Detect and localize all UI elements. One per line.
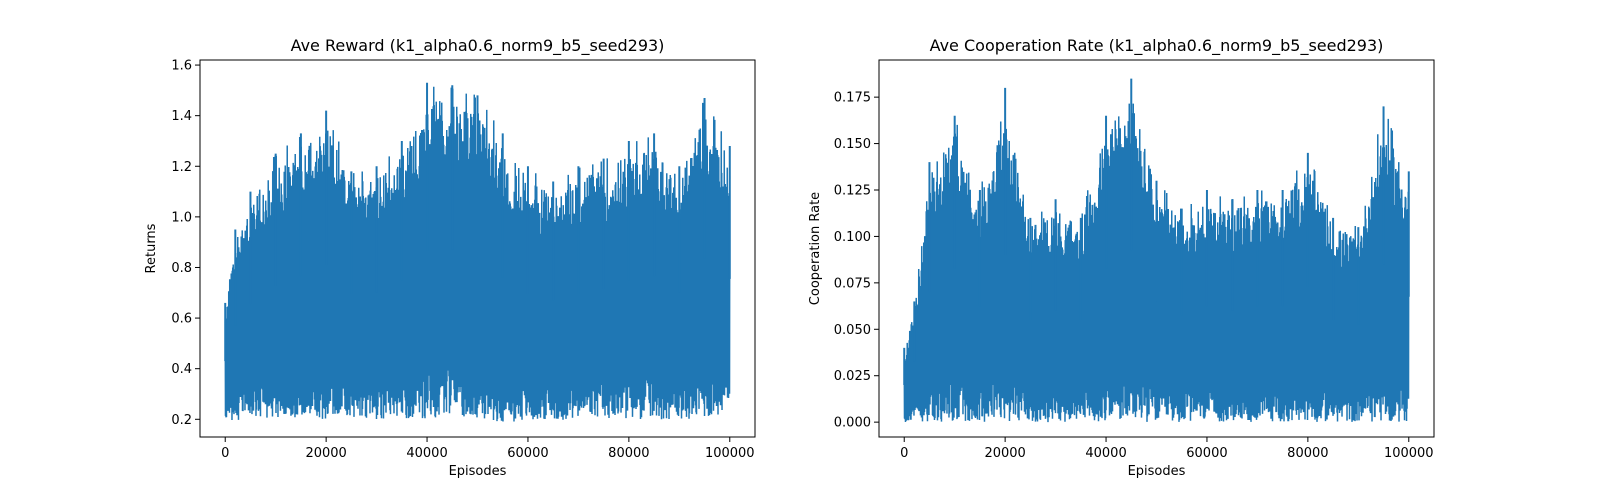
y-tick-label: 0.175: [834, 91, 871, 106]
y-tick-label: 0.2: [171, 413, 192, 428]
y-tick-label: 0.075: [834, 276, 871, 291]
x-tick-label: 40000: [406, 446, 447, 461]
y-axis-label: Cooperation Rate: [808, 192, 823, 305]
y-axis-label: Returns: [144, 223, 159, 273]
chart-title: Ave Reward (k1_alpha0.6_norm9_b5_seed293…: [291, 36, 665, 56]
y-tick-label: 0.025: [834, 369, 871, 384]
y-tick-label: 1.4: [171, 109, 192, 124]
x-tick-label: 60000: [1186, 446, 1227, 461]
x-tick-label: 60000: [507, 446, 548, 461]
x-axis-label: Episodes: [449, 464, 507, 479]
axes-frame: [199, 59, 756, 438]
x-tick-label: 100000: [705, 446, 755, 461]
axes-frame: [878, 59, 1435, 438]
chart-title: Ave Cooperation Rate (k1_alpha0.6_norm9_…: [930, 36, 1384, 56]
y-tick-label: 0.125: [834, 184, 871, 199]
x-tick-label: 80000: [608, 446, 649, 461]
chart-panel-1: 0 20000 40000 60000 80000 100000 0.2 0.4 0.6 0.8 1…: [144, 36, 756, 479]
y-tick-label: 0.100: [834, 230, 871, 245]
y-tick-label: 0.6: [171, 312, 192, 327]
y-tick-label: 0.8: [171, 261, 192, 276]
x-tick-label: 80000: [1287, 446, 1328, 461]
x-axis-label: Episodes: [1128, 464, 1186, 479]
x-tick-label: 40000: [1085, 446, 1126, 461]
y-tick-label: 0.000: [834, 416, 871, 431]
x-tick-label: 100000: [1384, 446, 1434, 461]
y-tick-label: 0.4: [171, 362, 192, 377]
x-tick-label: 0: [900, 446, 908, 461]
y-tick-label: 1.0: [171, 210, 192, 225]
x-tick-label: 20000: [984, 446, 1025, 461]
series-line-1: [903, 103, 1410, 423]
y-tick-label: 1.6: [171, 59, 192, 74]
chart-panel-2: 0 20000 40000 60000 80000 100000 0.000 0.025 0.0…: [808, 36, 1435, 479]
y-tick-label: 1.2: [171, 160, 192, 175]
y-tick-label: 0.050: [834, 323, 871, 338]
series-line-1: [224, 86, 731, 422]
x-tick-label: 20000: [305, 446, 346, 461]
x-tick-label: 0: [221, 446, 229, 461]
y-tick-label: 0.150: [834, 137, 871, 152]
